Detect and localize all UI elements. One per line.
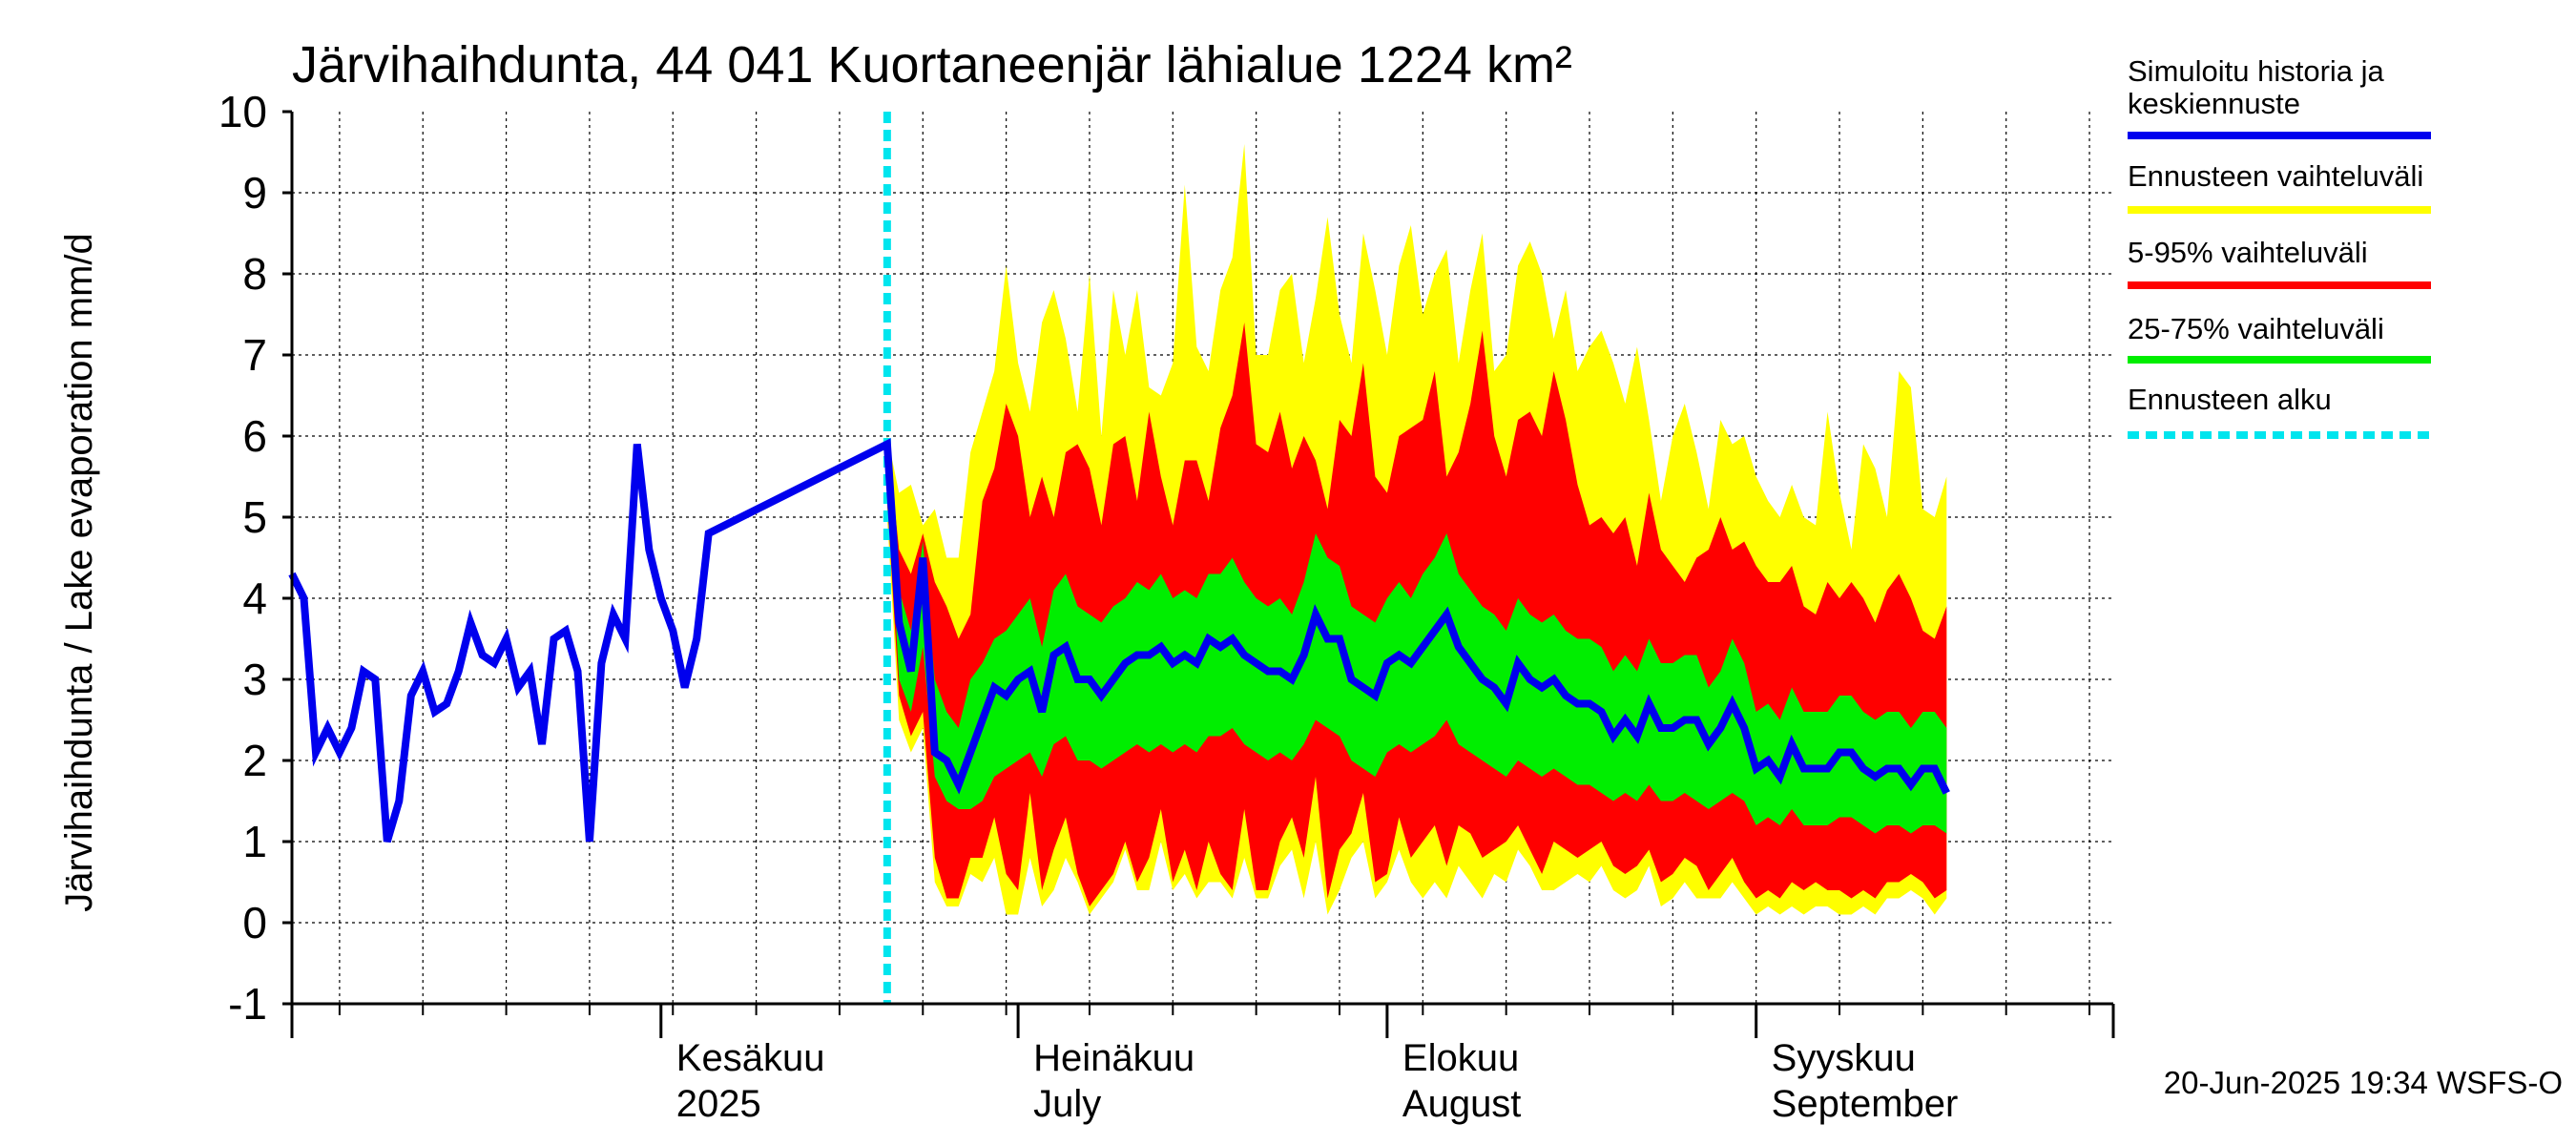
legend-forecast-start-label: Ennusteen alku	[2128, 383, 2332, 416]
footer-timestamp: 20-Jun-2025 19:34 WSFS-O	[2164, 1065, 2563, 1100]
y-tick-label: 1	[242, 817, 267, 866]
legend-label-mean-1: Simuloitu historia ja	[2128, 54, 2385, 88]
chart-title: Järvihaihdunta, 44 041 Kuortaneenjär läh…	[292, 36, 1572, 94]
y-tick-label: 10	[218, 87, 267, 136]
y-tick-label: 6	[242, 411, 267, 461]
y-tick-label: 3	[242, 655, 267, 704]
y-tick-label: 0	[242, 898, 267, 947]
y-tick-label: 5	[242, 492, 267, 542]
x-tick-label-month: Heinäkuu	[1033, 1037, 1195, 1079]
band-25-75	[886, 436, 1947, 834]
series-line-mean	[288, 438, 1950, 843]
x-tick-label-month: Kesäkuu	[676, 1037, 825, 1079]
y-tick-label: -1	[228, 979, 267, 1029]
y-tick-label: 2	[242, 736, 267, 785]
x-tick-label-sub: July	[1033, 1083, 1101, 1125]
y-tick-label: 8	[242, 249, 267, 299]
y-tick-label: 7	[242, 330, 267, 380]
legend-5-95-label: 5-95% vaihteluväli	[2128, 236, 2368, 269]
x-tick-label-sub: 2025	[676, 1083, 761, 1125]
x-tick-label-month: Syyskuu	[1772, 1037, 1916, 1079]
y-tick-label: 9	[242, 168, 267, 218]
x-tick-label-month: Elokuu	[1402, 1037, 1519, 1079]
y-tick-label: 4	[242, 573, 267, 623]
legend-label-mean-2: keskiennuste	[2128, 87, 2300, 120]
legend-range-label: Ennusteen vaihteluväli	[2128, 159, 2423, 193]
x-tick-label-sub: September	[1772, 1083, 1959, 1125]
legend-25-75-label: 25-75% vaihteluväli	[2128, 312, 2384, 345]
y-axis-label: Järvihaihdunta / Lake evaporation mm/d	[58, 233, 100, 912]
x-tick-label-sub: August	[1402, 1083, 1522, 1125]
